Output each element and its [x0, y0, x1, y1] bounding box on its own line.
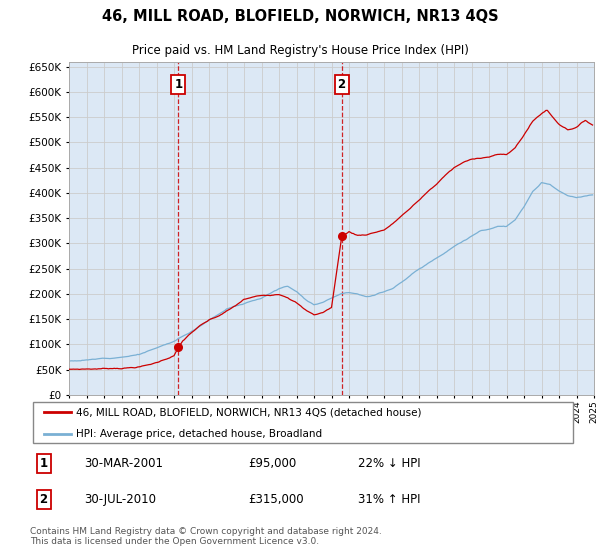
Text: 1: 1: [175, 78, 182, 91]
Text: 30-JUL-2010: 30-JUL-2010: [85, 493, 157, 506]
Text: 2: 2: [338, 78, 346, 91]
Text: 22% ↓ HPI: 22% ↓ HPI: [358, 456, 420, 470]
Text: Price paid vs. HM Land Registry's House Price Index (HPI): Price paid vs. HM Land Registry's House …: [131, 44, 469, 57]
Text: £315,000: £315,000: [248, 493, 304, 506]
Text: 30-MAR-2001: 30-MAR-2001: [85, 456, 164, 470]
Text: HPI: Average price, detached house, Broadland: HPI: Average price, detached house, Broa…: [76, 429, 323, 438]
Text: 2: 2: [40, 493, 48, 506]
Text: 46, MILL ROAD, BLOFIELD, NORWICH, NR13 4QS: 46, MILL ROAD, BLOFIELD, NORWICH, NR13 4…: [101, 9, 499, 24]
Text: £95,000: £95,000: [248, 456, 296, 470]
Text: 1: 1: [40, 456, 48, 470]
Text: 31% ↑ HPI: 31% ↑ HPI: [358, 493, 420, 506]
FancyBboxPatch shape: [33, 402, 573, 443]
Text: Contains HM Land Registry data © Crown copyright and database right 2024.
This d: Contains HM Land Registry data © Crown c…: [30, 527, 382, 547]
Text: 46, MILL ROAD, BLOFIELD, NORWICH, NR13 4QS (detached house): 46, MILL ROAD, BLOFIELD, NORWICH, NR13 4…: [76, 407, 422, 417]
